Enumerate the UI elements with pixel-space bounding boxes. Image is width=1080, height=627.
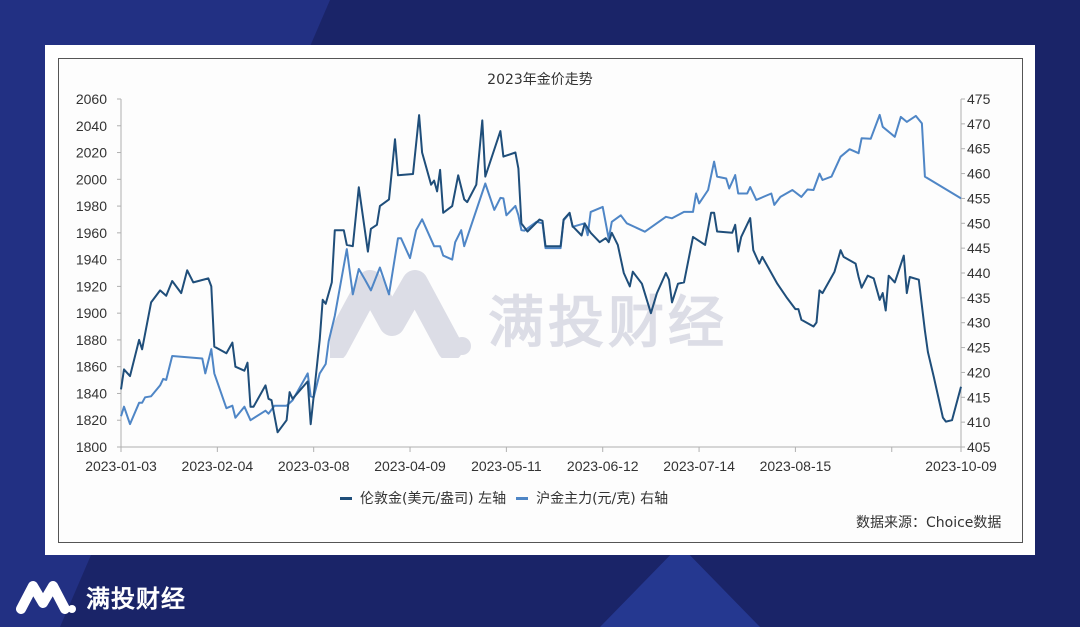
x-tick-label: 2023-05-11 <box>471 458 542 474</box>
chart-title: 2023年金价走势 <box>487 72 593 88</box>
y-left-tick-label: 1860 <box>76 359 107 375</box>
y-right-tick-label: 460 <box>967 166 991 182</box>
y-left-tick-label: 2040 <box>76 118 107 134</box>
series-line-shanghai-gold <box>120 113 962 426</box>
y-left-tick-label: 2000 <box>76 171 107 187</box>
legend-swatch-london-gold <box>340 496 352 500</box>
y-left-tick-label: 1800 <box>76 439 107 455</box>
y-right-tick-label: 450 <box>967 215 991 231</box>
data-source-note: 数据来源：Choice数据 <box>856 515 1002 531</box>
y-right-tick-label: 475 <box>967 91 991 107</box>
y-right-tick-label: 405 <box>967 439 991 455</box>
series-line-london-gold <box>120 114 962 434</box>
y-right-tick-label: 425 <box>967 340 991 356</box>
x-tick-label: 2023-04-09 <box>374 458 446 474</box>
x-tick-label: 2023-10-09 <box>925 458 997 474</box>
legend-item-shanghai-gold: 沪金主力(元/克) 右轴 <box>516 488 668 508</box>
x-tick-label: 2023-07-14 <box>663 458 735 474</box>
y-left-tick-label: 1920 <box>76 278 107 294</box>
y-left-tick-label: 1940 <box>76 252 107 268</box>
y-left-tick-label: 1820 <box>76 412 107 428</box>
y-right-tick-label: 420 <box>967 364 991 380</box>
x-tick-label: 2023-01-03 <box>85 458 157 474</box>
legend-swatch-shanghai-gold <box>516 496 529 500</box>
y-right-tick-label: 410 <box>967 414 991 430</box>
x-tick-label: 2023-02-04 <box>182 458 254 474</box>
brand-footer: 满投财经 <box>16 578 186 614</box>
y-left-tick-label: 2060 <box>76 91 107 107</box>
x-tick-label: 2023-06-12 <box>567 458 639 474</box>
watermark-logo-icon <box>330 270 471 358</box>
y-right-tick-label: 455 <box>967 190 991 206</box>
watermark-text: 满投财经 <box>488 291 728 356</box>
y-right-tick-label: 440 <box>967 265 991 281</box>
y-right-tick-label: 445 <box>967 240 991 256</box>
legend-label-london-gold: 伦敦金(美元/盎司) 左轴 <box>360 491 507 507</box>
legend-label-shanghai-gold: 沪金主力(元/克) 右轴 <box>536 491 669 507</box>
y-right-tick-label: 430 <box>967 315 991 331</box>
y-left-tick-label: 1840 <box>76 385 107 401</box>
y-left-tick-label: 1960 <box>76 225 107 241</box>
brand-logo-icon <box>16 581 76 614</box>
chart-legend: 伦敦金(美元/盎司) 左轴 沪金主力(元/克) 右轴 <box>340 488 668 508</box>
x-tick-label: 2023-08-15 <box>760 458 832 474</box>
y-left-tick-label: 1900 <box>76 305 107 321</box>
x-tick-label: 2023-03-08 <box>278 458 350 474</box>
legend-item-london-gold: 伦敦金(美元/盎司) 左轴 <box>340 488 506 508</box>
y-left-tick-label: 2020 <box>76 145 107 161</box>
y-left-tick-label: 1880 <box>76 332 107 348</box>
brand-name: 满投财经 <box>86 584 186 613</box>
y-left-tick-label: 1980 <box>76 198 107 214</box>
y-right-tick-label: 435 <box>967 290 991 306</box>
y-right-tick-label: 415 <box>967 389 991 405</box>
y-right-tick-label: 470 <box>967 116 991 132</box>
y-right-tick-label: 465 <box>967 141 991 157</box>
